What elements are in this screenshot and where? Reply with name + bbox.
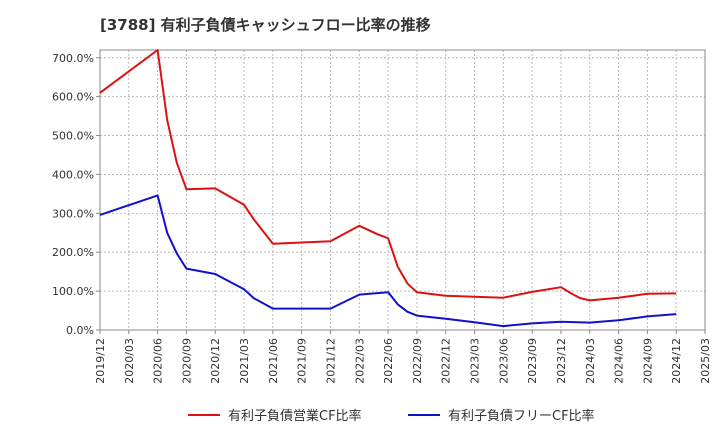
y-tick-label: 0.0%: [66, 324, 94, 337]
plot-frame: [99, 49, 706, 331]
x-tick-label: 2019/12: [94, 338, 107, 384]
x-tick-label: 2025/03: [699, 338, 712, 384]
chart-title: [3788] 有利子負債キャッシュフロー比率の推移: [100, 16, 431, 34]
x-tick-label: 2021/09: [296, 338, 309, 384]
x-tick-label: 2020/03: [123, 338, 136, 384]
x-tick-label: 2020/12: [209, 338, 222, 384]
x-tick-label: 2023/06: [497, 338, 510, 384]
x-tick-label: 2021/06: [267, 338, 280, 384]
y-tick-label: 500.0%: [52, 130, 94, 143]
x-tick-label: 2022/09: [411, 338, 424, 384]
x-tick-label: 2022/12: [440, 338, 453, 384]
x-axis-ticks: 2019/12 2020/03 2020/06 2020/09 2020/12 2021/…: [94, 330, 712, 384]
x-tick-label: 2022/03: [353, 338, 366, 384]
x-tick-label: 2024/12: [670, 338, 683, 384]
x-tick-label: 2021/12: [324, 338, 337, 384]
x-tick-label: 2024/06: [613, 338, 626, 384]
series-layer: [99, 49, 677, 328]
series-line-1: [99, 49, 677, 302]
y-axis-ticks: 0.0% 100.0% 200.0% 300.0% 400.0% 500.0% 600.0%…: [52, 52, 100, 337]
y-tick-label: 600.0%: [52, 91, 94, 104]
x-tick-label: 2021/03: [238, 338, 251, 384]
legend-label-1: 有利子負債営業CF比率: [228, 408, 362, 424]
x-tick-label: 2023/03: [469, 338, 482, 384]
x-tick-label: 2024/09: [641, 338, 654, 384]
grid-layer: [99, 50, 706, 331]
x-tick-label: 2020/09: [180, 338, 193, 384]
x-tick-label: 2024/03: [584, 338, 597, 384]
y-tick-label: 700.0%: [52, 52, 94, 65]
legend: 有利子負債営業CF比率 有利子負債フリーCF比率: [188, 408, 595, 424]
legend-label-2: 有利子負債フリーCF比率: [448, 408, 595, 424]
y-tick-label: 100.0%: [52, 285, 94, 298]
x-tick-label: 2023/09: [526, 338, 539, 384]
y-tick-label: 400.0%: [52, 168, 94, 181]
y-tick-label: 300.0%: [52, 207, 94, 220]
x-tick-label: 2023/12: [555, 338, 568, 384]
series-line-2: [99, 194, 677, 328]
x-tick-label: 2020/06: [152, 338, 165, 384]
y-tick-label: 200.0%: [52, 246, 94, 259]
x-tick-label: 2022/06: [382, 338, 395, 384]
